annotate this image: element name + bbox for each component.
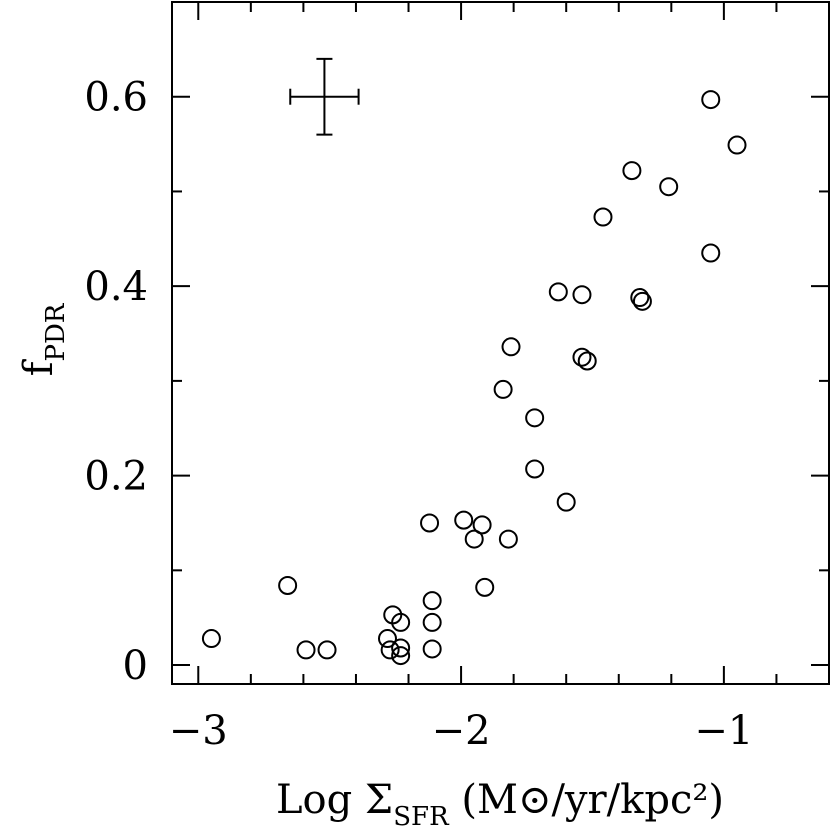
data-point [296,640,316,660]
y-axis-title: fPDR [16,302,71,376]
representative-error-bar [289,57,360,136]
x-tick-label: −1 [694,708,753,754]
data-point [572,347,592,367]
data-point [572,285,592,305]
data-point [391,638,411,658]
data-point [420,513,440,533]
x-tick-label: −2 [432,708,491,754]
data-point [727,135,747,155]
x-axis-title: Log ΣSFR (M⊙/yr/kpc²) [276,777,724,827]
data-point [659,177,679,197]
data-point [701,90,721,110]
data-point [278,575,298,595]
axis-ticks [172,1,830,684]
data-point [377,629,397,649]
data-point [548,282,568,302]
plot-frame [171,1,830,685]
data-point [525,408,545,428]
x-tick-label: −3 [169,708,228,754]
data-point [472,515,492,535]
y-tick-label: 0.2 [84,454,148,500]
data-point [422,591,442,611]
data-point [593,207,613,227]
data-point [475,577,495,597]
data-point [501,337,521,357]
data-point [201,629,221,649]
data-point [464,529,484,549]
data-point [391,612,411,632]
data-point [422,612,442,632]
y-tick-label: 0 [123,643,148,689]
data-point [422,639,442,659]
data-point [556,492,576,512]
tick-labels: −3 −2 −1 0 0.2 0.4 0.6 [84,75,753,754]
data-point [454,510,474,530]
data-point [317,640,337,660]
data-points [201,90,747,666]
data-point [391,646,411,666]
data-point [380,640,400,660]
y-tick-label: 0.6 [84,75,148,121]
data-point [701,243,721,263]
data-point [632,291,652,311]
data-point [493,379,513,399]
data-point [630,288,650,308]
data-point [525,459,545,479]
data-point [577,351,597,371]
data-point [622,161,642,181]
y-tick-label: 0.4 [84,264,148,310]
data-point [498,529,518,549]
plot-border [171,1,830,685]
